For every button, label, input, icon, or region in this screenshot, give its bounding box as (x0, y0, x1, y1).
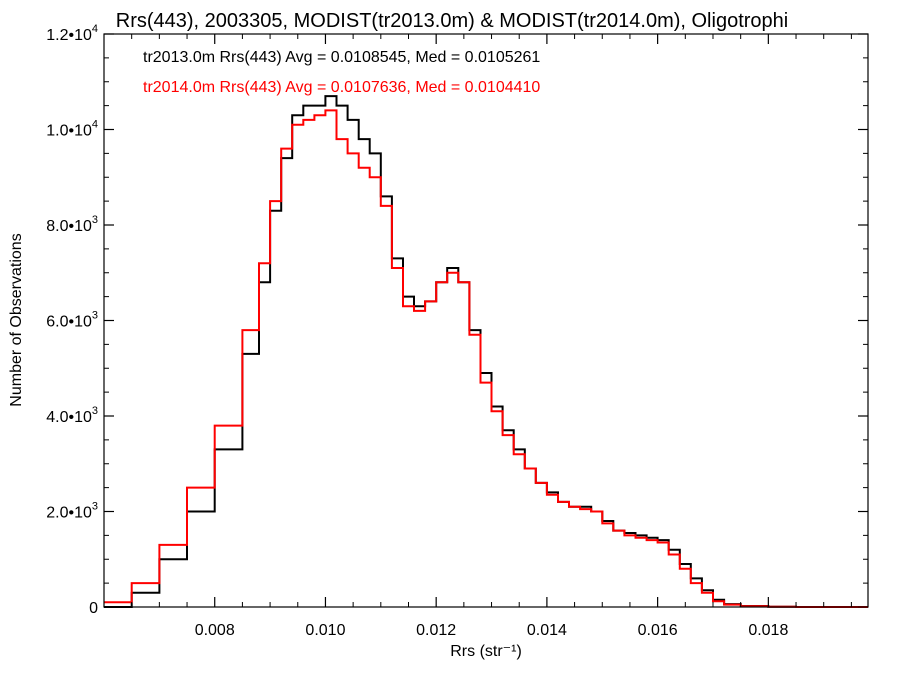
y-tick-label: 1.2•104 (46, 23, 98, 44)
x-tick-label: 0.008 (195, 622, 235, 639)
legend: tr2013.0m Rrs(443) Avg = 0.0108545, Med … (143, 49, 540, 96)
y-tick-label: 8.0•103 (46, 214, 98, 235)
y-axis-label: Number of Observations (8, 233, 25, 406)
x-tick-label: 0.018 (748, 622, 788, 639)
legend-entry-tr2013: tr2013.0m Rrs(443) Avg = 0.0108545, Med … (143, 49, 540, 66)
x-tick-label: 0.016 (638, 622, 678, 639)
x-tick-label: 0.014 (527, 622, 567, 639)
chart-title: Rrs(443), 2003305, MODIST(tr2013.0m) & M… (116, 10, 788, 32)
x-tick-label: 0.012 (416, 622, 456, 639)
series-line-tr2014.0m (104, 109, 868, 608)
plot-lines (104, 95, 868, 608)
axis-tick-labels: 0.008 0.010 0.012 0.014 0.016 0.018 0 2.0•103 4.… (46, 23, 788, 639)
axis-ticks (104, 33, 868, 608)
y-tick-label: 6.0•103 (46, 310, 98, 331)
x-axis-label: Rrs (str⁻¹) (450, 643, 522, 660)
legend-entry-tr2014: tr2014.0m Rrs(443) Avg = 0.0107636, Med … (143, 79, 540, 96)
y-tick-label: 1.0•104 (46, 119, 98, 140)
y-tick-label: 2.0•103 (46, 501, 98, 522)
y-tick-label: 4.0•103 (46, 405, 98, 426)
y-tick-label: 0 (89, 600, 98, 617)
x-tick-label: 0.010 (305, 622, 345, 639)
